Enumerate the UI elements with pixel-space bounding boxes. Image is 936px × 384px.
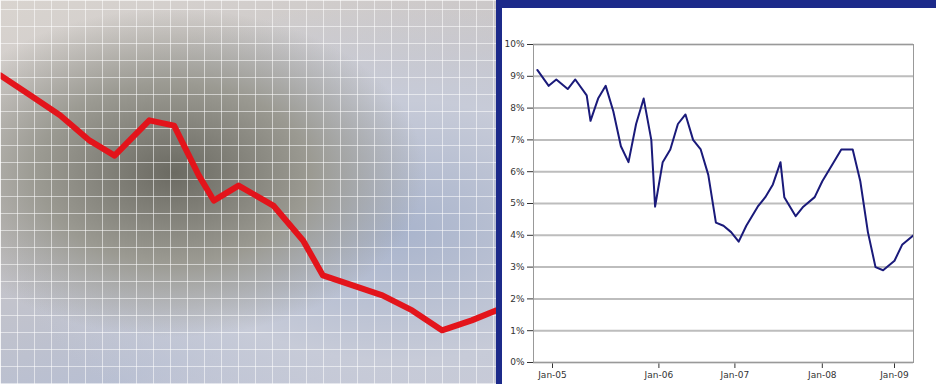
svg-text:2%: 2% [510, 294, 525, 304]
svg-text:8%: 8% [510, 103, 525, 113]
svg-text:5%: 5% [510, 198, 525, 208]
svg-text:Jan-09: Jan-09 [879, 370, 909, 380]
svg-text:3%: 3% [510, 262, 525, 272]
svg-text:Jan-06: Jan-06 [644, 370, 674, 380]
svg-text:6%: 6% [510, 167, 525, 177]
svg-text:4%: 4% [510, 230, 525, 240]
svg-text:Jan-05: Jan-05 [537, 370, 567, 380]
svg-text:Jan-08: Jan-08 [807, 370, 837, 380]
svg-text:1%: 1% [510, 326, 525, 336]
svg-text:0%: 0% [510, 357, 525, 367]
svg-text:10%: 10% [504, 39, 524, 49]
svg-text:Jan-07: Jan-07 [720, 370, 750, 380]
svg-text:7%: 7% [510, 135, 525, 145]
svg-text:9%: 9% [510, 71, 525, 81]
